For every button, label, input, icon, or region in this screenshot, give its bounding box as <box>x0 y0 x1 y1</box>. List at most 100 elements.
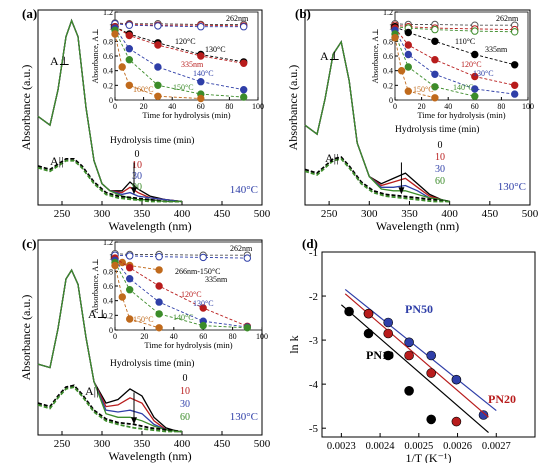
data-point <box>383 328 394 339</box>
x-tick-label: 250 <box>54 438 71 450</box>
inset-point <box>155 310 163 318</box>
inset-x-tick-label: 40 <box>444 102 452 111</box>
inset-point <box>126 264 134 272</box>
inset-y-axis-label: Absorbance, A⊥ <box>91 28 100 83</box>
spectrum-line <box>304 40 450 203</box>
temperature-label: 130°C <box>230 411 258 423</box>
legend-entry: 30 <box>180 399 190 410</box>
inset-x-tick-label: 0 <box>113 332 117 341</box>
inset-y-tick-label: 0.8 <box>103 37 113 46</box>
legend-entry: 60 <box>180 412 190 423</box>
inset-point <box>197 52 205 60</box>
inset-annotation: 120°C <box>175 37 196 46</box>
legend-entry: 60 <box>435 176 445 187</box>
y-axis-label: Absorbance (a.u.) <box>19 65 33 151</box>
inset-point <box>126 252 134 260</box>
inset-x-tick-label: 20 <box>140 102 148 111</box>
arrow-head <box>131 417 137 425</box>
panel-label: (b) <box>295 6 311 21</box>
x-tick-label: 450 <box>482 208 499 220</box>
panel-label: (c) <box>22 236 36 251</box>
data-point <box>426 368 437 378</box>
inset-annotation: 110°C <box>455 37 475 46</box>
x-tick-label: 350 <box>134 208 151 220</box>
y-tick-label: -5 <box>309 423 319 435</box>
inset-annotation: 130°C <box>193 299 214 308</box>
inset-point <box>511 90 519 98</box>
series-label: PN10 <box>366 348 394 362</box>
inset-x-tick-label: 40 <box>168 102 176 111</box>
legend-title: Hydrolysis time (min) <box>395 124 479 135</box>
legend-entry: 10 <box>180 386 190 397</box>
x-tick-label: 500 <box>254 438 271 450</box>
inset-x-axis-label: Time for hydrolysis (min) <box>144 340 232 350</box>
inset-point <box>118 63 126 71</box>
inset-point <box>471 27 479 35</box>
y-tick-label: -4 <box>309 379 319 391</box>
inset-y-tick-label: 0 <box>389 96 393 105</box>
inset-point <box>154 41 162 49</box>
inset-y-axis-label: Absorbance, A⊥ <box>91 258 100 313</box>
inset-point <box>118 293 127 301</box>
label-a-par: A|| <box>85 384 98 398</box>
inset-annotation: 335nm <box>485 45 508 54</box>
inset-point <box>155 282 163 290</box>
inset-x-tick-label: 100 <box>256 332 268 341</box>
spectrum-line <box>37 384 183 433</box>
inset-fit-line <box>114 265 160 329</box>
inset-point <box>431 83 439 91</box>
inset-annotation: 130°C <box>473 69 494 78</box>
data-point <box>363 328 374 339</box>
inset-annotation: 150°C <box>133 315 154 324</box>
data-point <box>404 350 414 361</box>
inset-annotation: 262nm <box>496 14 519 23</box>
arrow-head <box>131 187 137 195</box>
inset-point <box>155 298 163 306</box>
label-a-par: A|| <box>50 154 63 168</box>
inset-point <box>243 254 252 262</box>
plot-frame <box>321 251 536 438</box>
inset-y-tick-label: 1 <box>389 23 393 32</box>
x-tick-label: 450 <box>214 208 231 220</box>
x-tick-label: 400 <box>174 208 191 220</box>
x-tick-label: 300 <box>361 208 378 220</box>
label-a-perp: A⊥ <box>320 49 340 63</box>
inset-point <box>397 67 406 75</box>
x-tick-label: 400 <box>174 438 191 450</box>
inset-point <box>471 72 479 81</box>
inset-x-tick-label: 0 <box>393 102 397 111</box>
inset-fit-line <box>394 33 475 97</box>
data-point <box>426 350 437 361</box>
inset-x-axis-label: Time for hydrolysis (min) <box>142 110 230 120</box>
inset-point <box>243 324 252 332</box>
x-tick-label: 300 <box>94 438 111 450</box>
inset-y-tick-label: 0.4 <box>103 297 113 306</box>
inset-point <box>511 81 519 90</box>
data-point <box>383 350 394 361</box>
inset-point <box>111 261 119 270</box>
inset-point <box>155 324 163 332</box>
y-tick-label: -3 <box>309 335 319 347</box>
x-tick-label: 0.0026 <box>443 441 472 452</box>
inset-fit-line <box>114 253 248 256</box>
series-label: PN50 <box>405 302 433 316</box>
inset-point <box>197 78 205 86</box>
inset-y-tick-label: 0.6 <box>103 52 113 61</box>
inset-y-tick-label: 1 <box>109 23 113 32</box>
inset-point <box>511 28 519 36</box>
inset-fit-line <box>114 33 201 99</box>
inset-annotation: 140°C <box>173 313 194 322</box>
spectrum-line <box>37 18 182 203</box>
panel-label: (d) <box>302 236 318 251</box>
legend-entry: 10 <box>132 160 142 171</box>
y-axis-label: Absorbance (a.u.) <box>19 295 33 381</box>
inset-fit-line <box>114 262 248 329</box>
inset-point <box>391 34 399 42</box>
inset-annotation: 266nm-150°C <box>175 267 220 276</box>
inset-x-tick-label: 60 <box>471 102 479 111</box>
inset-x-axis-label: Time for hydrolysis (min) <box>417 110 505 120</box>
inset-y-tick-label: 1.2 <box>103 238 113 247</box>
inset-point <box>126 315 134 323</box>
